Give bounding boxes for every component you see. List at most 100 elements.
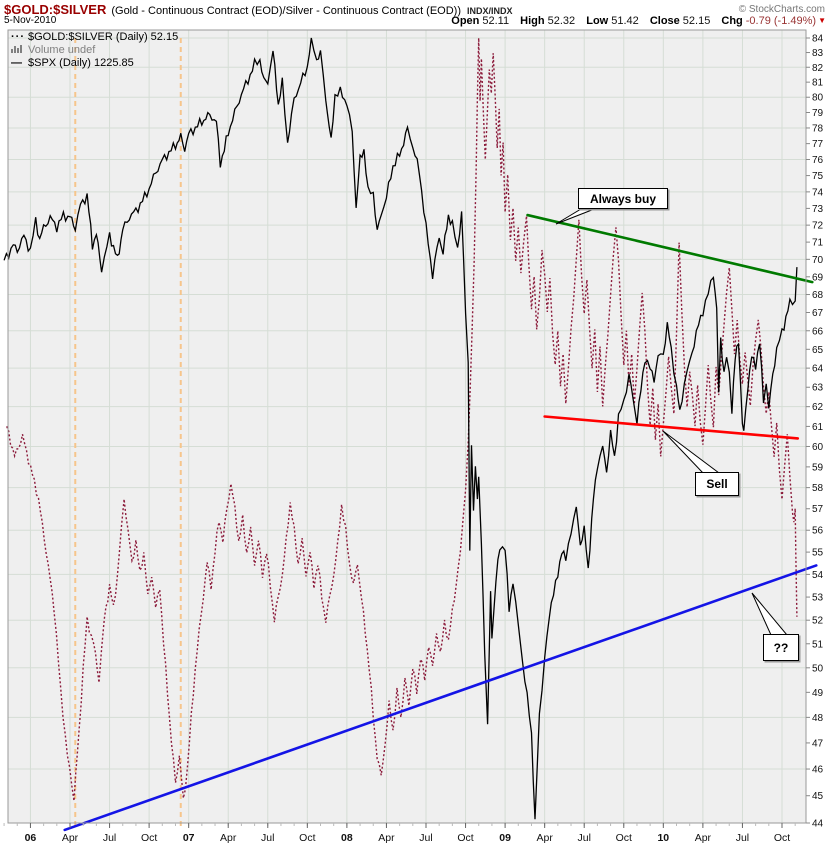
y-axis-label: 45 — [812, 791, 824, 802]
x-axis-label: 06 — [25, 832, 37, 844]
x-axis-label: Oct — [457, 832, 473, 844]
x-axis-label: Jul — [736, 832, 749, 844]
y-axis-label: 69 — [812, 272, 824, 283]
x-axis-label: Jul — [261, 832, 274, 844]
x-axis-label: Apr — [220, 832, 237, 844]
exchange-label: INDX/INDX — [467, 6, 513, 16]
x-axis-label: Oct — [616, 832, 632, 844]
annotation-sell-text: Sell — [706, 477, 728, 491]
legend-item-volume: Volume undef — [11, 44, 178, 57]
y-axis-label: 72 — [812, 221, 824, 232]
y-axis-label: 77 — [812, 139, 824, 150]
y-axis-label: 64 — [812, 364, 824, 375]
y-axis-label: 50 — [812, 663, 824, 674]
y-axis-label: 46 — [812, 765, 824, 776]
annotation-unknown-text: ?? — [773, 640, 789, 655]
symbol-title: $GOLD:$SILVER — [4, 2, 107, 17]
chart-header: $GOLD:$SILVER (Gold - Continuous Contract… — [4, 1, 826, 17]
x-axis-label: 08 — [341, 832, 353, 844]
open-label: Open — [451, 15, 480, 27]
annotation-always-buy[interactable]: Always buy — [578, 188, 668, 209]
spx-line — [3, 37, 798, 820]
solid-line-icon: — — [11, 57, 23, 69]
x-axis-label: Apr — [62, 832, 79, 844]
y-axis-label: 60 — [812, 442, 824, 453]
chg-value: -0.79 (-1.49%) — [745, 15, 817, 27]
volume-bars-icon — [11, 44, 28, 57]
y-axis-label: 49 — [812, 688, 824, 699]
open-value: 52.11 — [482, 15, 510, 27]
y-axis-label: 79 — [812, 108, 824, 119]
y-axis-label: 71 — [812, 238, 824, 249]
y-axis-label: 84 — [812, 34, 824, 45]
close-label: Close — [649, 15, 680, 27]
x-axis-label: Oct — [141, 832, 157, 844]
y-axis-label: 78 — [812, 123, 824, 134]
y-axis-label: 67 — [812, 308, 824, 319]
plot-background — [8, 30, 806, 823]
y-axis-label: 70 — [812, 255, 824, 266]
x-axis-label: Apr — [378, 832, 395, 844]
chg-label: Chg — [721, 15, 743, 27]
y-axis-label: 73 — [812, 204, 824, 215]
y-axis-label: 56 — [812, 526, 824, 537]
down-triangle-icon: ▼ — [818, 16, 826, 25]
high-label: High — [520, 15, 545, 27]
legend-item-spx: — $SPX (Daily) 1225.85 — [11, 57, 178, 70]
symbol-description: (Gold - Continuous Contract (EOD)/Silver… — [111, 5, 462, 17]
high-value: 52.32 — [547, 15, 576, 27]
annotation-unknown[interactable]: ?? — [763, 634, 799, 661]
y-axis-label: 59 — [812, 462, 824, 473]
quote-bar: 5-Nov-2010 Open 52.11 High 52.32 Low 51.42 … — [4, 15, 826, 28]
trendline-unknown[interactable] — [63, 564, 818, 832]
low-label: Low — [586, 15, 609, 27]
annotation-always-buy-text: Always buy — [589, 191, 657, 206]
y-axis-label: 82 — [812, 63, 824, 74]
y-axis-label: 53 — [812, 593, 824, 604]
x-axis-label: Jul — [419, 832, 432, 844]
y-axis-label: 76 — [812, 155, 824, 166]
y-axis-label: 58 — [812, 483, 824, 494]
y-axis-label: 65 — [812, 345, 824, 356]
x-axis-label: 09 — [499, 832, 511, 844]
legend-label-spx: $SPX (Daily) 1225.85 — [28, 57, 134, 69]
y-axis-label: 66 — [812, 326, 824, 337]
y-axis-label: 80 — [812, 93, 824, 104]
dotted-line-icon: ··· — [11, 31, 25, 43]
copyright-label: © StockCharts.com — [738, 4, 825, 15]
legend-label-volume: Volume undef — [28, 44, 96, 56]
y-axis-label: 48 — [812, 713, 824, 724]
x-axis-label: Oct — [774, 832, 790, 844]
ohlc-quote: Open 52.11 High 52.32 Low 51.42 Close 52.15 … — [443, 15, 826, 27]
annotation-sell[interactable]: Sell — [695, 472, 739, 496]
legend-item-gold-silver: ··· $GOLD:$SILVER (Daily) 52.15 — [11, 31, 178, 44]
chart-date: 5-Nov-2010 — [4, 15, 57, 26]
y-axis-label: 52 — [812, 616, 824, 627]
chart-legend: ··· $GOLD:$SILVER (Daily) 52.15 Volume un… — [11, 31, 178, 70]
x-axis-label: Jul — [103, 832, 116, 844]
x-axis-label: Apr — [695, 832, 712, 844]
y-axis-label: 62 — [812, 402, 824, 413]
x-axis-label: 07 — [183, 832, 195, 844]
trendline-sell[interactable] — [543, 415, 800, 440]
x-axis-label: Jul — [577, 832, 590, 844]
y-axis-label: 81 — [812, 78, 824, 89]
y-axis-label: 75 — [812, 171, 824, 182]
y-axis-label: 83 — [812, 48, 824, 59]
y-axis-label: 47 — [812, 738, 824, 749]
close-value: 52.15 — [682, 15, 711, 27]
y-axis-label: 55 — [812, 548, 824, 559]
y-axis-label: 44 — [812, 819, 824, 830]
trendline-always-buy[interactable] — [526, 213, 814, 284]
x-axis-label: Apr — [536, 832, 553, 844]
y-axis-label: 74 — [812, 187, 824, 198]
y-axis-label: 57 — [812, 504, 824, 515]
x-axis-label: 10 — [657, 832, 669, 844]
low-value: 51.42 — [611, 15, 639, 27]
y-axis-label: 54 — [812, 570, 824, 581]
x-axis-label: Oct — [299, 832, 315, 844]
y-axis-label: 68 — [812, 290, 824, 301]
gold-silver-ratio-line — [6, 37, 798, 801]
